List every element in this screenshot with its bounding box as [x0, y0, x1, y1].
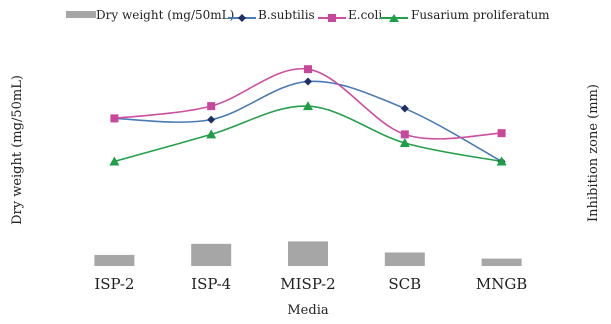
- legend-label-ecoli: E.coli: [348, 8, 382, 22]
- legend-label-fusarium: Fusarium proliferatum: [411, 8, 550, 22]
- point-fusarium-proliferatum-misp-2: [303, 101, 313, 111]
- legend-label-dry-weight: Dry weight (mg/50mL): [96, 8, 234, 22]
- bar-dry-weight-mngb: [481, 258, 522, 266]
- x-tick-label-scb: SCB: [388, 275, 421, 293]
- point-b-subtilis-misp-2: [304, 77, 312, 86]
- line-fusarium-proliferatum: [114, 105, 502, 163]
- point-b-subtilis-scb: [400, 104, 409, 113]
- x-tick-label-misp-2: MISP-2: [280, 275, 335, 293]
- point-e-coli-mngb: [497, 129, 506, 138]
- legend-marker-ecoli: [328, 14, 336, 22]
- legend-swatch-dry-weight: [66, 11, 96, 18]
- legend-marker-bsubtilis: [238, 14, 246, 22]
- x-tick-label-mngb: MNGB: [476, 275, 528, 293]
- bar-dry-weight-misp-2: [288, 241, 328, 266]
- point-e-coli-scb: [400, 130, 409, 139]
- x-tick-labels: ISP-2 ISP-4 MISP-2 SCB MNGB: [94, 275, 527, 293]
- x-axis-title: Media: [287, 303, 328, 318]
- x-tick-label-isp-4: ISP-4: [191, 275, 231, 293]
- point-fusarium-proliferatum-scb: [399, 138, 410, 147]
- point-e-coli-misp-2: [304, 65, 312, 74]
- point-b-subtilis-isp-4: [207, 115, 216, 124]
- markers-group: [109, 65, 507, 166]
- point-fusarium-proliferatum-isp-4: [206, 129, 217, 139]
- x-tick-label-isp-2: ISP-2: [94, 275, 134, 293]
- left-axis-title: Dry weight (mg/50mL): [10, 75, 25, 225]
- point-e-coli-isp-2: [110, 114, 119, 123]
- right-axis-title: Inhibition zone (mm): [586, 84, 601, 222]
- bar-dry-weight-scb: [384, 252, 425, 266]
- bar-dry-weight-isp-4: [191, 243, 232, 266]
- legend: Dry weight (mg/50mL) B.subtilis E.coli F…: [66, 8, 550, 22]
- legend-marker-fusarium: [389, 14, 399, 22]
- line-b-subtilis: [114, 80, 502, 163]
- legend-label-bsubtilis: B.subtilis: [258, 8, 315, 22]
- point-fusarium-proliferatum-isp-2: [109, 156, 120, 166]
- point-fusarium-proliferatum-mngb: [496, 156, 507, 166]
- bar-dry-weight-isp-2: [94, 254, 135, 266]
- bars-group: [94, 241, 522, 266]
- point-e-coli-isp-4: [207, 102, 216, 111]
